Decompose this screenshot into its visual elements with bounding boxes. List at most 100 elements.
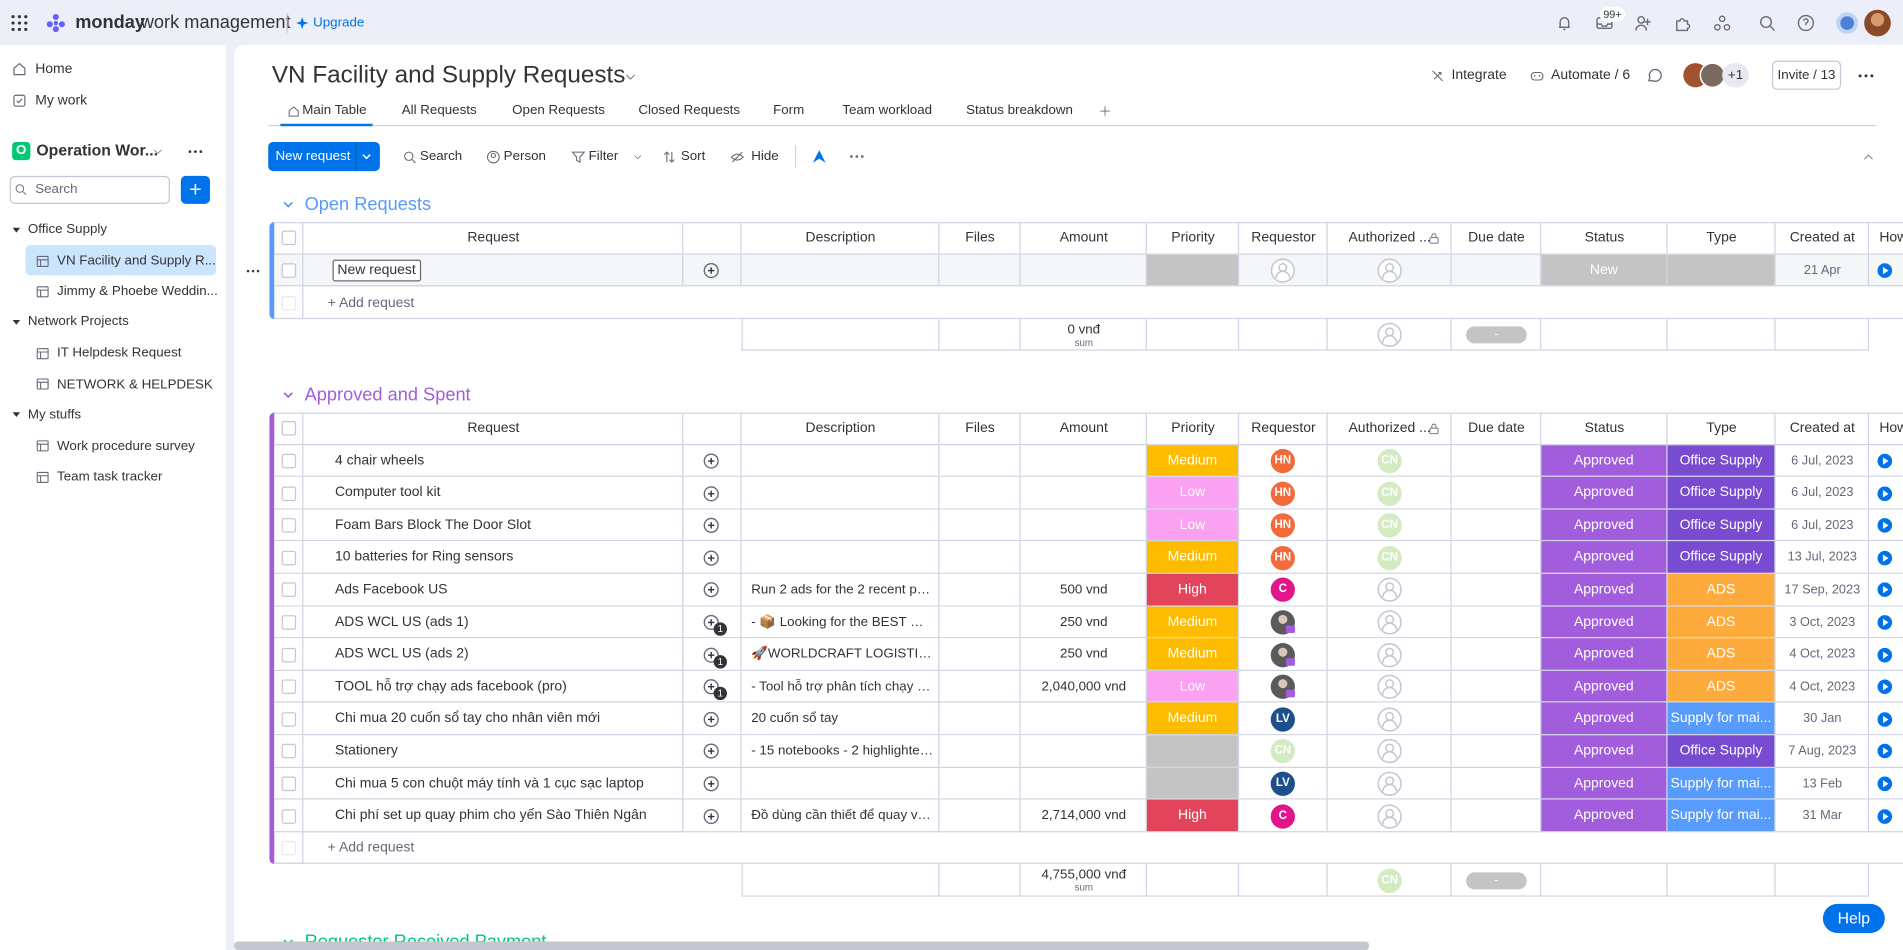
tab[interactable]: Form [773,103,805,118]
column-header[interactable]: Type [1706,230,1737,246]
type[interactable]: Supply for mai... [1667,702,1775,735]
column-header[interactable]: Priority [1171,230,1215,246]
add-request[interactable]: + Add request [327,840,415,856]
tab[interactable]: Closed Requests [638,103,741,118]
column-header[interactable]: Status [1584,230,1625,246]
checkbox[interactable] [281,808,297,824]
board-item[interactable]: Jimmy & Phoebe Weddin... [57,284,218,299]
status[interactable]: Approved [1541,799,1667,831]
column-header[interactable]: Files [965,230,995,246]
priority[interactable] [1146,735,1238,767]
tab[interactable]: Open Requests [512,103,605,118]
request[interactable]: Chi phí set up quay phim cho yến Sào Thi… [334,808,647,823]
status[interactable]: Approved [1541,541,1667,573]
checkbox[interactable] [281,647,297,662]
request[interactable]: ADS WCL US (ads 2) [334,646,469,662]
request[interactable]: Foam Bars Block The Door Slot [334,517,531,533]
checkbox[interactable] [281,485,297,501]
request[interactable]: Stationery [334,743,398,759]
priority[interactable]: High [1146,799,1238,831]
tab[interactable]: Main Table [302,103,367,118]
status[interactable]: Approved [1541,767,1667,799]
board-item[interactable]: NETWORK & HELPDESK [57,376,213,392]
column-header[interactable]: How [1879,421,1903,436]
request-input[interactable]: New request [332,259,421,282]
help-button[interactable]: Help [1822,903,1885,934]
request[interactable]: 4 chair wheels [334,453,425,468]
search-box[interactable] [9,175,170,204]
priority[interactable]: Medium [1146,606,1238,638]
folder[interactable]: My stuffs [27,407,82,422]
status[interactable]: Approved [1541,638,1667,670]
upgrade[interactable]: Upgrade [313,15,365,31]
priority[interactable] [1146,254,1238,286]
checkbox[interactable] [281,711,297,727]
column-header[interactable]: Due date [1468,421,1525,436]
status[interactable]: Approved [1541,735,1667,767]
status[interactable]: Approved [1541,509,1667,541]
status[interactable]: Approved [1541,702,1667,735]
column-header[interactable]: Request [467,230,520,246]
tab[interactable]: All Requests [401,103,477,118]
board-item[interactable]: Work procedure survey [57,438,195,454]
column-header[interactable]: Description [805,230,876,246]
priority[interactable]: Medium [1146,702,1238,735]
workspace-name[interactable]: Operation Wor... [36,140,158,159]
request[interactable]: TOOL hỗ trợ chạy ads facebook (pro) [334,679,567,694]
type[interactable] [1667,254,1775,286]
type[interactable]: Office Supply [1667,541,1775,573]
request[interactable]: Chi mua 5 con chuột máy tính và 1 cục sạ… [334,776,644,791]
priority[interactable]: Medium [1146,638,1238,670]
type[interactable]: Office Supply [1667,509,1775,541]
request[interactable]: Ads Facebook US [334,582,448,597]
column-header[interactable]: Created at [1789,421,1855,436]
column-header[interactable]: Request [467,421,520,436]
column-header[interactable]: Created at [1789,230,1855,246]
checkbox[interactable] [281,230,297,246]
column-header[interactable]: Priority [1171,421,1215,436]
nav-item[interactable]: Home [35,61,73,77]
group-title[interactable]: Open Requests [304,194,432,215]
checkbox[interactable] [281,453,297,469]
column-header[interactable]: Files [965,421,995,436]
priority[interactable]: Low [1146,477,1238,509]
status[interactable]: Approved [1541,670,1667,702]
column-header[interactable]: How [1879,230,1903,246]
status[interactable]: Approved [1541,573,1667,605]
tool[interactable]: Sort [680,149,706,164]
column-header[interactable]: Status [1584,421,1625,436]
type[interactable]: Office Supply [1667,444,1775,476]
column-header[interactable]: Amount [1059,421,1108,436]
board-item[interactable]: IT Helpdesk Request [57,346,182,361]
priority[interactable]: Medium [1146,444,1238,476]
status[interactable]: Approved [1541,444,1667,476]
request[interactable]: 10 batteries for Ring sensors [334,550,514,565]
checkbox[interactable] [281,615,297,630]
column-header[interactable]: Description [805,421,876,436]
type[interactable]: Office Supply [1667,477,1775,509]
checkbox[interactable] [281,518,297,533]
request[interactable]: Chi mua 20 cuốn sổ tay cho nhân viên mới [334,711,601,727]
column-header[interactable]: Authorized ... [1348,230,1431,246]
priority[interactable] [1146,767,1238,799]
board-item[interactable]: VN Facility and Supply R... [57,253,216,269]
tool[interactable]: Filter [588,149,619,164]
checkbox[interactable] [281,744,297,759]
tool[interactable]: Person [503,149,546,164]
add-request[interactable]: + Add request [327,295,415,310]
status[interactable]: Approved [1541,606,1667,638]
folder[interactable]: Office Supply [27,222,108,237]
status[interactable]: Approved [1541,477,1667,509]
board-action[interactable]: Integrate [1451,67,1507,83]
checkbox[interactable] [281,776,297,791]
tab[interactable]: Team workload [842,103,933,118]
type[interactable]: ADS [1667,606,1775,638]
type[interactable]: Supply for mai... [1667,799,1775,831]
type[interactable]: ADS [1667,670,1775,702]
nav-item[interactable]: My work [35,93,88,108]
column-header[interactable]: Requestor [1251,230,1316,246]
checkbox[interactable] [281,679,297,695]
request[interactable]: ADS WCL US (ads 1) [334,614,469,630]
new-button-label[interactable]: New request [275,149,351,164]
column-header[interactable]: Due date [1468,230,1525,246]
